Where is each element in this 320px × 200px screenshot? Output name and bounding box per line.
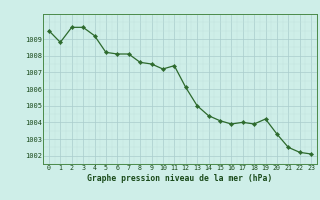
X-axis label: Graphe pression niveau de la mer (hPa): Graphe pression niveau de la mer (hPa): [87, 174, 273, 183]
